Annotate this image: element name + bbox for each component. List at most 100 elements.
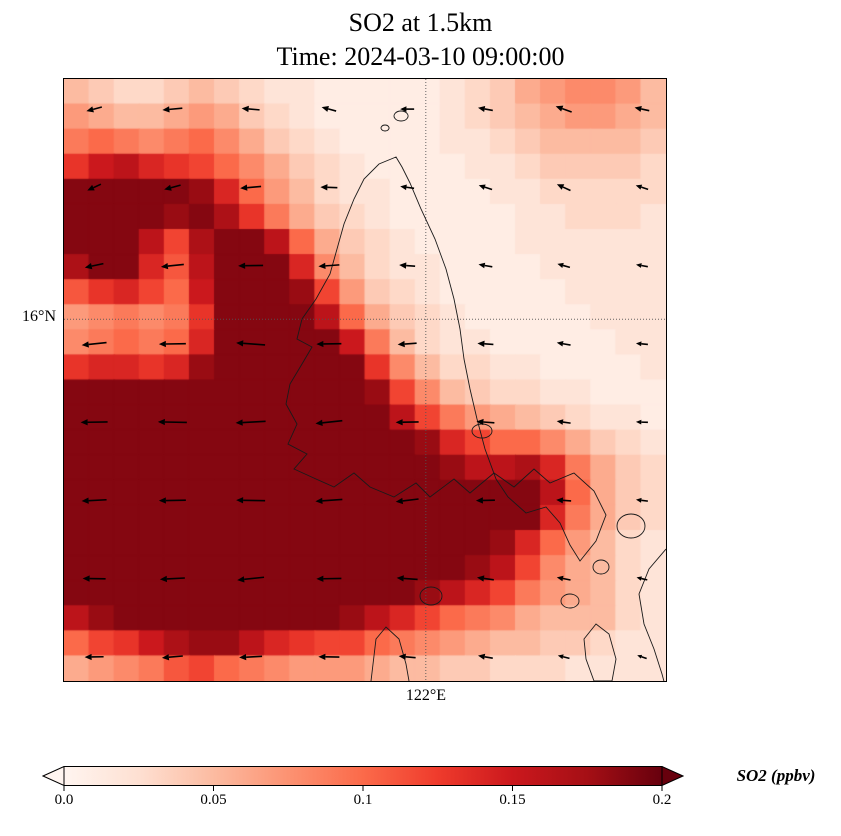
coastline (638, 548, 666, 681)
wind-arrow-head (320, 184, 328, 191)
wind-arrow-head (634, 105, 642, 112)
colorbar-tick-label: 0.1 (353, 792, 373, 808)
wind-arrow-shaft (325, 264, 340, 267)
coastline (583, 623, 617, 681)
wind-arrow-head (636, 576, 642, 581)
wind-arrow-head (476, 575, 485, 582)
wind-arrow-head (241, 105, 249, 113)
coastline (380, 124, 390, 132)
colorbar-label: SO2 (ppbv) (736, 766, 816, 785)
wind-arrow-shaft (484, 656, 493, 660)
wind-arrow-head (87, 184, 95, 191)
wind-arrow-head (164, 184, 172, 191)
coastline (560, 593, 580, 609)
wind-arrow-head (395, 497, 404, 505)
wind-arrow-head (400, 106, 407, 112)
wind-arrow-shaft (242, 420, 266, 424)
coastline (419, 586, 443, 606)
wind-arrow-head (636, 263, 642, 268)
wind-arrow-shaft (483, 421, 495, 424)
wind-arrow-shaft (93, 183, 102, 189)
wind-arrow-head (157, 418, 165, 426)
wind-arrow-head (635, 184, 643, 190)
wind-arrow-head (158, 340, 166, 348)
wind-arrow-shaft (641, 577, 648, 581)
colorbar-tick-labels: 0.0 0.05 0.1 0.15 0.2 (42, 792, 684, 810)
wind-arrow-head (476, 418, 484, 426)
wind-arrow-shaft (641, 343, 648, 346)
wind-arrow-head (478, 262, 486, 269)
wind-arrow-head (161, 654, 170, 661)
wind-arrow-head (557, 262, 564, 268)
wind-arrow-head (315, 497, 323, 504)
wind-arrow-shaft (483, 577, 494, 581)
wind-arrow-head (397, 340, 405, 348)
wind-arrow-head (478, 653, 486, 660)
wind-arrow-head (398, 653, 406, 660)
wind-arrow-shaft (406, 186, 415, 190)
wind-arrow-shaft (91, 262, 104, 267)
longitude-tick-label: 122°E (405, 687, 447, 704)
wind-arrow-shaft (404, 342, 417, 345)
wind-arrow-shaft (246, 655, 263, 658)
wind-arrow-shaft (562, 421, 571, 424)
wind-arrow-shaft (402, 498, 419, 502)
wind-arrow-shaft (484, 186, 493, 191)
wind-arrow-head (556, 419, 564, 425)
wind-arrow-head (475, 497, 483, 504)
wind-arrow-shaft (248, 108, 260, 111)
wind-arrow-shaft (170, 184, 181, 189)
wind-arrow-shaft (405, 655, 416, 659)
coastline (285, 156, 607, 562)
wind-arrow-head (396, 575, 404, 582)
wind-arrow-shaft (484, 343, 494, 346)
wind-arrow-head (80, 419, 88, 426)
wind-arrow-shaft (484, 108, 493, 112)
colorbar-tick-label: 0.05 (200, 792, 227, 808)
wind-arrow-shaft (562, 655, 570, 660)
wind-arrow-head (316, 340, 324, 348)
wind-arrow-head (162, 106, 170, 113)
wind-arrow-shaft (169, 107, 183, 111)
wind-arrow-head (637, 654, 643, 659)
wind-arrow-head (236, 340, 244, 347)
wind-arrow-head (399, 262, 407, 269)
wind-arrow-shaft (641, 499, 648, 502)
wind-arrow-shaft (561, 107, 572, 113)
wind-arrow-head (158, 497, 166, 504)
wind-arrow-head (160, 262, 169, 270)
map-overlay-svg (64, 79, 666, 681)
wind-arrow-shaft (167, 263, 184, 267)
wind-arrow-shaft (327, 108, 337, 112)
colorbar-svg (41, 765, 685, 791)
wind-arrow-shaft (244, 576, 265, 581)
wind-arrow-head (235, 419, 243, 426)
coastline (592, 559, 610, 575)
wind-arrow-head (635, 419, 642, 425)
coastline (370, 626, 410, 681)
map-panel (63, 78, 667, 682)
wind-arrow-head (400, 184, 407, 191)
wind-arrow-head (86, 106, 94, 113)
figure-title: SO2 at 1.5km (348, 8, 493, 37)
wind-arrow-head (478, 184, 486, 190)
wind-arrow-shaft (403, 577, 418, 581)
wind-arrow-head (318, 653, 326, 661)
wind-arrow-shaft (562, 342, 571, 346)
wind-arrow-head (318, 262, 326, 270)
wind-arrow-head (556, 497, 564, 504)
wind-arrow-head (84, 653, 92, 661)
wind-arrow-shaft (562, 577, 571, 581)
wind-arrow-shaft (322, 498, 343, 502)
wind-arrow-head (237, 576, 245, 583)
wind-arrow-head (159, 575, 168, 583)
wind-arrow-head (81, 497, 89, 504)
wind-arrow-head (239, 654, 247, 661)
wind-arrow-head (555, 105, 564, 112)
colorbar-gradient (63, 766, 663, 786)
wind-arrow-shaft (322, 419, 343, 424)
figure-subtitle: Time: 2024-03-10 09:00:00 (276, 42, 565, 71)
wind-arrow-shaft (92, 106, 103, 111)
wind-arrow-head (635, 341, 642, 347)
coastline (471, 423, 493, 439)
